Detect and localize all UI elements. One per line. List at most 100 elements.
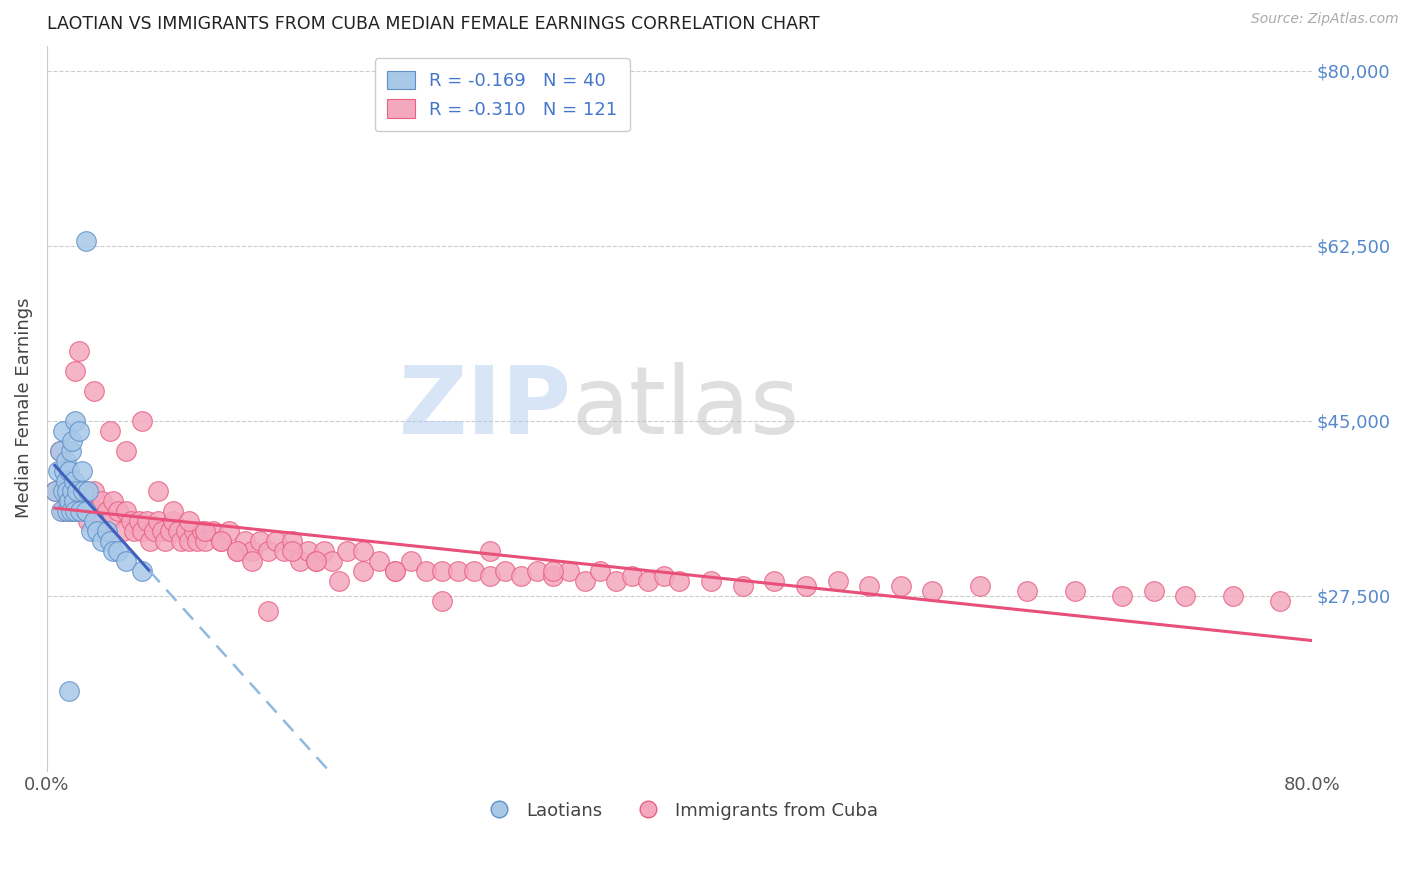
- Point: [167, 524, 190, 538]
- Point: [69, 504, 91, 518]
- Text: Source: ZipAtlas.com: Source: ZipAtlas.com: [1251, 12, 1399, 26]
- Point: [48, 443, 70, 458]
- Point: [264, 533, 287, 548]
- Text: LAOTIAN VS IMMIGRANTS FROM CUBA MEDIAN FEMALE EARNINGS CORRELATION CHART: LAOTIAN VS IMMIGRANTS FROM CUBA MEDIAN F…: [46, 15, 820, 33]
- Point: [179, 533, 201, 548]
- Point: [1063, 583, 1085, 598]
- Point: [574, 574, 596, 588]
- Point: [83, 384, 105, 398]
- Point: [72, 483, 94, 498]
- Point: [321, 554, 343, 568]
- Point: [98, 533, 121, 548]
- Point: [44, 483, 66, 498]
- Point: [55, 474, 77, 488]
- Point: [352, 564, 374, 578]
- Y-axis label: Median Female Earnings: Median Female Earnings: [15, 298, 32, 518]
- Point: [107, 504, 129, 518]
- Point: [67, 424, 90, 438]
- Point: [225, 543, 247, 558]
- Point: [541, 568, 564, 582]
- Point: [128, 514, 150, 528]
- Point: [969, 579, 991, 593]
- Text: ZIP: ZIP: [399, 362, 572, 454]
- Point: [86, 504, 108, 518]
- Point: [336, 543, 359, 558]
- Point: [55, 483, 77, 498]
- Point: [249, 533, 271, 548]
- Point: [103, 543, 125, 558]
- Point: [58, 464, 80, 478]
- Point: [83, 514, 105, 528]
- Point: [257, 543, 280, 558]
- Point: [87, 514, 110, 528]
- Point: [700, 574, 723, 588]
- Point: [60, 434, 83, 448]
- Point: [62, 504, 84, 518]
- Point: [135, 514, 157, 528]
- Point: [49, 504, 72, 518]
- Point: [384, 564, 406, 578]
- Point: [44, 483, 66, 498]
- Point: [201, 524, 224, 538]
- Point: [273, 543, 295, 558]
- Point: [59, 504, 82, 518]
- Point: [103, 493, 125, 508]
- Point: [46, 464, 69, 478]
- Point: [1143, 583, 1166, 598]
- Point: [890, 579, 912, 593]
- Point: [305, 554, 328, 568]
- Point: [52, 504, 75, 518]
- Point: [368, 554, 391, 568]
- Point: [179, 514, 201, 528]
- Point: [194, 533, 217, 548]
- Point: [56, 504, 79, 518]
- Point: [1270, 593, 1292, 607]
- Point: [107, 543, 129, 558]
- Point: [98, 424, 121, 438]
- Point: [66, 483, 89, 498]
- Point: [59, 443, 82, 458]
- Point: [668, 574, 690, 588]
- Point: [69, 504, 91, 518]
- Point: [70, 464, 93, 478]
- Point: [80, 524, 103, 538]
- Point: [77, 483, 100, 498]
- Point: [75, 504, 97, 518]
- Point: [62, 474, 84, 488]
- Point: [53, 464, 76, 478]
- Point: [209, 533, 232, 548]
- Point: [65, 414, 87, 428]
- Point: [115, 443, 138, 458]
- Point: [432, 593, 454, 607]
- Point: [52, 424, 75, 438]
- Point: [72, 504, 94, 518]
- Point: [77, 514, 100, 528]
- Point: [328, 574, 350, 588]
- Point: [59, 504, 82, 518]
- Point: [352, 543, 374, 558]
- Point: [233, 533, 256, 548]
- Point: [98, 514, 121, 528]
- Point: [281, 543, 304, 558]
- Point: [96, 524, 118, 538]
- Point: [305, 554, 328, 568]
- Point: [288, 554, 311, 568]
- Point: [1174, 589, 1197, 603]
- Point: [652, 568, 675, 582]
- Point: [122, 524, 145, 538]
- Point: [242, 554, 264, 568]
- Point: [242, 543, 264, 558]
- Point: [312, 543, 335, 558]
- Point: [143, 524, 166, 538]
- Point: [921, 583, 943, 598]
- Point: [55, 453, 77, 467]
- Point: [399, 554, 422, 568]
- Point: [194, 524, 217, 538]
- Point: [111, 524, 134, 538]
- Point: [86, 524, 108, 538]
- Point: [478, 543, 501, 558]
- Point: [91, 533, 114, 548]
- Point: [159, 524, 181, 538]
- Point: [415, 564, 437, 578]
- Point: [146, 483, 169, 498]
